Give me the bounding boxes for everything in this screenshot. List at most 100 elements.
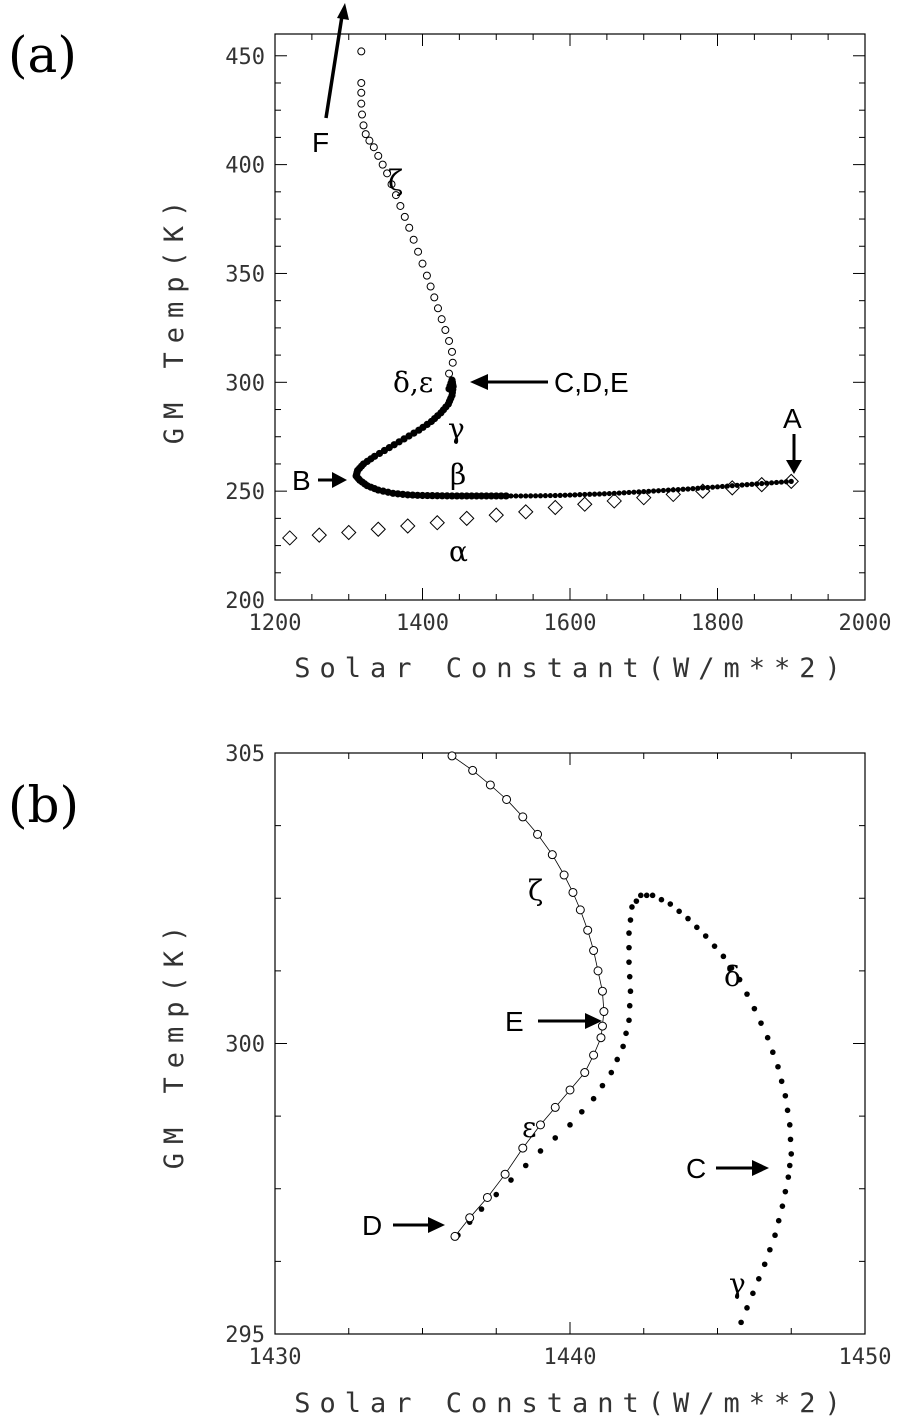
annotation-a-CDE: C,D,E bbox=[554, 367, 629, 398]
data-point-dot bbox=[626, 959, 632, 965]
data-point-dot bbox=[705, 484, 711, 491]
data-point-diamond bbox=[636, 489, 652, 506]
data-point-circle bbox=[536, 1120, 545, 1130]
data-point-dot bbox=[724, 483, 730, 489]
data-point-dot bbox=[744, 991, 750, 997]
data-point-diamond bbox=[606, 493, 622, 509]
data-point-circle bbox=[447, 751, 457, 761]
x-tick-label: 2000 bbox=[839, 611, 892, 636]
data-point-dot bbox=[636, 489, 642, 495]
data-point-circle bbox=[550, 1102, 560, 1112]
data-point-dot bbox=[638, 892, 644, 899]
data-point-dot bbox=[552, 1135, 559, 1141]
data-point-dot bbox=[736, 976, 743, 983]
annotation-a-alpha: α bbox=[449, 535, 468, 568]
data-point-dot bbox=[694, 924, 700, 931]
data-point-dot bbox=[702, 933, 709, 939]
arrow-b-D-head bbox=[428, 1217, 445, 1233]
data-point-circle bbox=[448, 347, 456, 356]
y-tick-label: 400 bbox=[225, 154, 265, 179]
data-point-dot bbox=[626, 973, 633, 980]
data-point-dot bbox=[606, 490, 612, 497]
data-point-circle bbox=[374, 151, 383, 160]
data-point-dot bbox=[631, 489, 637, 495]
data-point-circle bbox=[445, 369, 454, 378]
data-point-circle bbox=[583, 925, 593, 935]
data-point-dot bbox=[478, 1206, 485, 1212]
data-point-dot bbox=[587, 491, 593, 497]
y-axis-title-a: GM Temp(K) bbox=[159, 192, 190, 445]
y-tick-label: 300 bbox=[225, 1033, 265, 1058]
data-point-dot bbox=[523, 493, 529, 499]
x-tick-label: 1450 bbox=[839, 1345, 892, 1370]
marks-b bbox=[447, 751, 795, 1326]
ticks-a: 1200 1400 1600 1800 2000 200 250 300 350 400 450 bbox=[225, 34, 891, 636]
data-point-circle bbox=[485, 780, 495, 790]
data-point-circle bbox=[369, 143, 378, 152]
data-point-dot bbox=[649, 892, 656, 899]
data-point-dot bbox=[646, 488, 652, 494]
annotation-b-C: C bbox=[686, 1153, 706, 1184]
data-point-dot bbox=[590, 1095, 597, 1102]
data-point-circle bbox=[358, 110, 367, 119]
data-point-circle bbox=[502, 794, 512, 804]
data-point-circle bbox=[400, 212, 409, 221]
data-point-dot bbox=[729, 483, 735, 489]
data-point-dot bbox=[756, 1276, 762, 1282]
data-point-dot bbox=[720, 953, 727, 960]
data-point-dot bbox=[493, 1191, 500, 1198]
data-point-dot bbox=[719, 483, 726, 490]
data-point-dot bbox=[778, 1078, 785, 1085]
data-point-circle bbox=[409, 235, 418, 244]
data-point-dot bbox=[658, 896, 665, 903]
annotation-a-F: F bbox=[312, 127, 329, 158]
data-point-dot bbox=[751, 1005, 758, 1012]
arrow-b-E-head bbox=[585, 1013, 602, 1029]
y-tick-label: 350 bbox=[225, 262, 265, 287]
data-point-dot bbox=[754, 481, 760, 487]
data-point-dot bbox=[626, 489, 632, 496]
data-point-dot bbox=[582, 491, 588, 498]
data-point-dot bbox=[599, 1082, 606, 1089]
data-point-circle bbox=[391, 191, 400, 200]
data-point-dot bbox=[734, 482, 740, 488]
data-point-dot bbox=[601, 491, 608, 497]
data-point-circle bbox=[580, 1068, 590, 1078]
annotation-b-D: D bbox=[362, 1210, 382, 1241]
data-point-dot bbox=[782, 1092, 789, 1099]
data-point-circle bbox=[414, 247, 423, 256]
arrow-CDE-head bbox=[470, 374, 488, 390]
data-point-dot bbox=[744, 1305, 750, 1311]
data-point-dot bbox=[709, 484, 716, 490]
data-point-dot bbox=[522, 1162, 529, 1169]
annotation-b-gamma: γ bbox=[729, 1267, 746, 1300]
data-point-dot bbox=[537, 493, 544, 499]
data-point-circle bbox=[357, 88, 366, 97]
data-point-circle bbox=[365, 136, 374, 145]
data-point-dot bbox=[528, 493, 534, 499]
plot-frame-a bbox=[274, 33, 866, 601]
y-tick-label: 300 bbox=[225, 371, 265, 396]
data-point-dot bbox=[773, 479, 780, 486]
data-point-circle bbox=[357, 47, 366, 56]
data-point-circle bbox=[422, 271, 431, 280]
data-point-dot bbox=[758, 1020, 764, 1026]
data-point-circle bbox=[426, 282, 435, 291]
data-point-circle bbox=[568, 887, 578, 897]
data-point-circle bbox=[589, 946, 599, 956]
data-point-dot bbox=[770, 1049, 776, 1056]
data-point-dot bbox=[660, 487, 667, 494]
data-point-circle bbox=[547, 850, 557, 860]
data-point-dot bbox=[783, 479, 789, 485]
data-point-dot bbox=[665, 487, 671, 493]
y-tick-label: 295 bbox=[225, 1323, 265, 1348]
data-point-circle bbox=[465, 1213, 475, 1223]
data-point-dot bbox=[680, 486, 686, 492]
panel-label-a: (a) bbox=[8, 26, 77, 84]
data-point-circle bbox=[387, 180, 396, 189]
data-point-diamond bbox=[341, 524, 357, 541]
annotation-a-A: A bbox=[783, 403, 802, 434]
x-tick-label: 1440 bbox=[544, 1345, 597, 1370]
data-point-dot bbox=[685, 915, 691, 922]
data-point-circle bbox=[518, 1143, 528, 1153]
